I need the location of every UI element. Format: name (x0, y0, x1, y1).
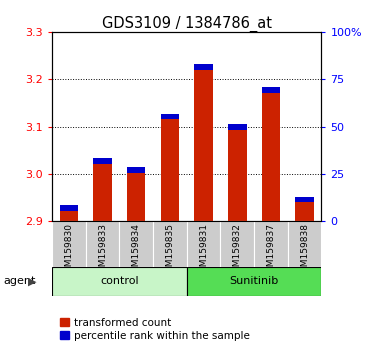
Bar (127, 167, 146, 173)
Bar (153, 221, 187, 267)
Bar (194, 64, 213, 70)
Text: Sunitinib: Sunitinib (229, 276, 279, 286)
Text: GSM159833: GSM159833 (98, 223, 107, 278)
Text: GSM159832: GSM159832 (233, 223, 242, 278)
Bar (52, 267, 187, 296)
Bar (262, 93, 280, 221)
Bar (187, 267, 321, 296)
Bar (295, 202, 314, 221)
Bar (60, 205, 78, 211)
Text: GSM159838: GSM159838 (300, 223, 309, 278)
Text: GSM159834: GSM159834 (132, 223, 141, 278)
Bar (295, 197, 314, 202)
Bar (119, 221, 153, 267)
Text: GSM159831: GSM159831 (199, 223, 208, 278)
Bar (262, 87, 280, 93)
Text: agent: agent (4, 276, 36, 286)
Bar (288, 221, 321, 267)
Bar (161, 114, 179, 119)
Bar (228, 130, 246, 221)
Bar (85, 221, 119, 267)
Text: GSM159837: GSM159837 (266, 223, 275, 278)
Bar (187, 221, 220, 267)
Legend: transformed count, percentile rank within the sample: transformed count, percentile rank withi… (60, 318, 249, 341)
Bar (93, 164, 112, 221)
Title: GDS3109 / 1384786_at: GDS3109 / 1384786_at (102, 16, 272, 32)
Bar (220, 221, 254, 267)
Bar (228, 124, 246, 130)
Text: GSM159830: GSM159830 (64, 223, 73, 278)
Bar (254, 221, 288, 267)
Bar (127, 173, 146, 221)
Text: ▶: ▶ (28, 276, 36, 286)
Bar (52, 221, 85, 267)
Bar (194, 70, 213, 221)
Bar (60, 211, 78, 221)
Bar (93, 158, 112, 164)
Bar (161, 119, 179, 221)
Text: control: control (100, 276, 139, 286)
Text: GSM159835: GSM159835 (166, 223, 174, 278)
